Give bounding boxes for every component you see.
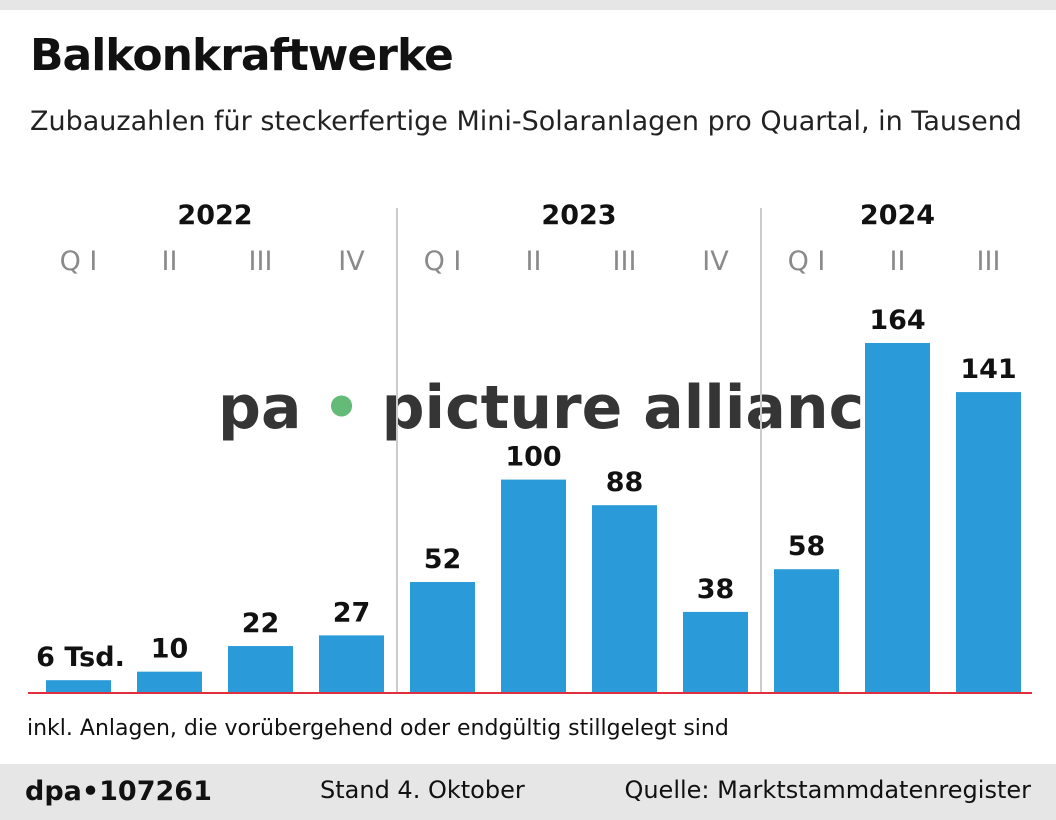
data-label: 88 [606, 467, 644, 498]
quarter-label: II [890, 246, 906, 277]
date-stand: Stand 4. Oktober [320, 776, 525, 804]
data-label: 52 [424, 544, 462, 575]
bar [319, 635, 384, 693]
source: Quelle: Marktstammdatenregister [624, 776, 1031, 804]
quarter-label: III [977, 246, 1001, 277]
data-label: 100 [505, 442, 561, 473]
bar [865, 343, 930, 693]
chart-title: Balkonkraftwerke [30, 30, 454, 81]
watermark-logo: pa • picture alliance [218, 373, 905, 443]
bar [46, 680, 111, 693]
top-bar [0, 0, 1056, 10]
year-label: 2024 [860, 200, 935, 231]
bar [592, 505, 657, 693]
data-label: 38 [697, 574, 735, 605]
chart-subtitle: Zubauzahlen für steckerfertige Mini-Sola… [30, 106, 1022, 137]
bar [956, 392, 1021, 693]
year-label: 2022 [177, 200, 252, 231]
year-label: 2023 [541, 200, 616, 231]
data-label: 6 Tsd. [36, 642, 125, 673]
quarter-label: Q I [60, 246, 98, 277]
quarter-label: Q I [424, 246, 462, 277]
bar-chart: pa • picture alliance 2022 2023 2024 Q I 6 Ts… [28, 200, 1032, 694]
data-label: 141 [960, 354, 1016, 385]
quarter-label: Q I [788, 246, 826, 277]
bar [228, 646, 293, 693]
quarter-label: IV [702, 246, 729, 277]
quarter-label: IV [338, 246, 365, 277]
quarter-label: III [613, 246, 637, 277]
data-label: 58 [788, 531, 826, 562]
bar [774, 569, 839, 693]
bar [137, 671, 202, 693]
quarter-label: III [249, 246, 273, 277]
data-label: 27 [333, 597, 371, 628]
quarter-label: II [162, 246, 178, 277]
bar [410, 582, 475, 693]
bar [501, 479, 566, 693]
footer-bar [0, 764, 1056, 820]
data-label: 10 [151, 634, 189, 665]
data-label: 22 [242, 608, 280, 639]
bar [683, 611, 748, 693]
quarter-label: II [526, 246, 542, 277]
footnote: inkl. Anlagen, die vorübergehend oder en… [27, 716, 729, 741]
data-label: 164 [869, 305, 925, 336]
dpa-graphic-id: dpa•107261 [25, 776, 212, 807]
